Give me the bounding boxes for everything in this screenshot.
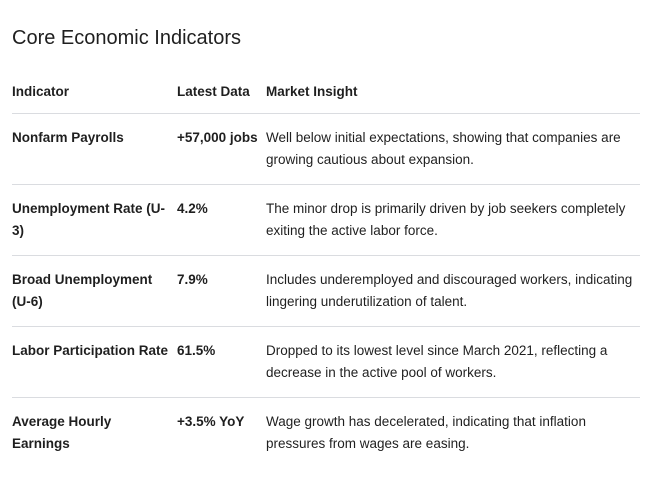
table-row: Labor Participation Rate 61.5% Dropped t… <box>12 326 640 398</box>
market-insight-cell: Includes underemployed and discouraged w… <box>266 255 640 327</box>
table-body: Nonfarm Payrolls +57,000 jobs Well below… <box>12 113 640 469</box>
market-insight-cell: Well below initial expectations, showing… <box>266 113 640 185</box>
indicator-cell: Broad Unemployment (U-6) <box>12 255 177 327</box>
market-insight-cell: Wage growth has decelerated, indicating … <box>266 414 586 451</box>
latest-data-cell: +57,000 jobs <box>177 113 266 185</box>
indicator-cell: Labor Participation Rate <box>12 326 177 398</box>
header-indicator: Indicator <box>12 81 177 114</box>
header-market-insight: Market Insight <box>266 81 640 114</box>
market-insight-cell: The minor drop is primarily driven by jo… <box>266 184 640 256</box>
table-header: Indicator Latest Data Market Insight <box>12 81 640 114</box>
header-row: Indicator Latest Data Market Insight <box>12 81 640 114</box>
latest-data-cell: +3.5% YoY <box>177 414 245 429</box>
table-row: Average Hourly Earnings +3.5% YoY Wage g… <box>12 398 640 469</box>
indicator-cell: Average Hourly Earnings <box>12 414 112 451</box>
header-latest-data: Latest Data <box>177 81 266 114</box>
latest-data-cell: 4.2% <box>177 184 266 256</box>
table-row: Unemployment Rate (U-3) 4.2% The minor d… <box>12 184 640 256</box>
indicator-cell: Nonfarm Payrolls <box>12 113 177 185</box>
page-title: Core Economic Indicators <box>12 27 241 49</box>
table-row: Broad Unemployment (U-6) 7.9% Includes u… <box>12 255 640 327</box>
latest-data-cell: 7.9% <box>177 255 266 327</box>
indicator-cell: Unemployment Rate (U-3) <box>12 184 177 256</box>
indicators-table: Indicator Latest Data Market Insight Non… <box>12 81 640 468</box>
latest-data-cell: 61.5% <box>177 326 266 398</box>
market-insight-cell: Dropped to its lowest level since March … <box>266 326 640 398</box>
table-row: Nonfarm Payrolls +57,000 jobs Well below… <box>12 113 640 185</box>
